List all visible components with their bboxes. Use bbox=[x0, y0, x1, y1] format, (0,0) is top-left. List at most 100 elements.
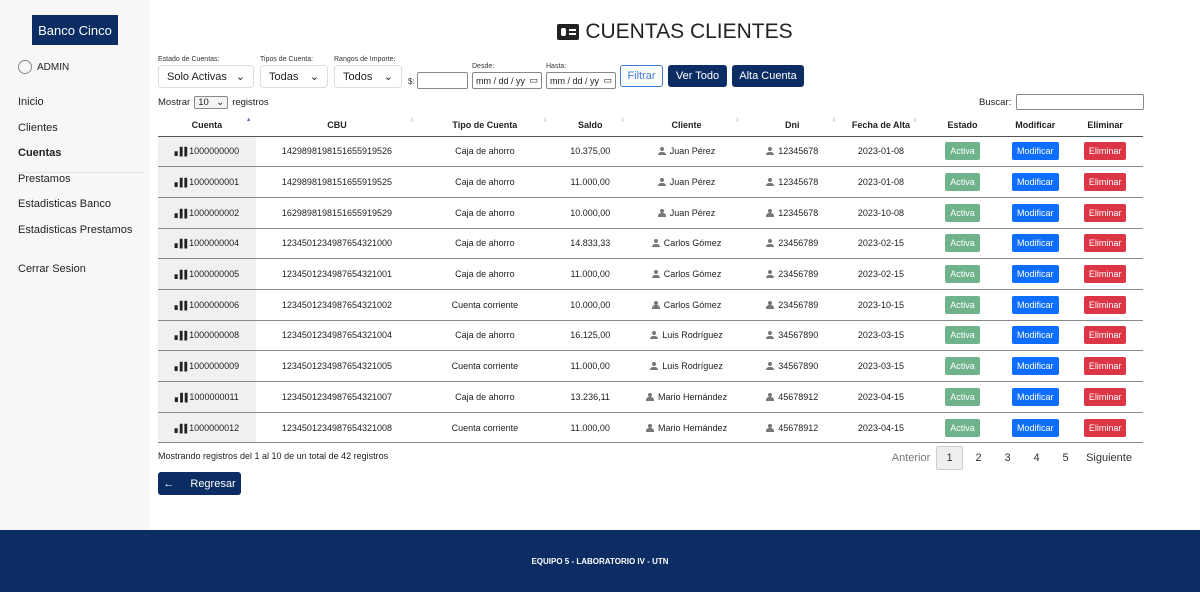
monto-prefix: $: bbox=[408, 77, 415, 86]
column-header-estado[interactable]: Estado bbox=[921, 114, 1004, 137]
cell-cliente: Mario Hernández bbox=[628, 381, 745, 413]
pagination-next[interactable]: Siguiente bbox=[1086, 452, 1132, 464]
sidebar-item-prestamos[interactable]: Prestamos bbox=[18, 172, 71, 185]
estado-badge[interactable]: Activa bbox=[945, 387, 980, 406]
estado-badge[interactable]: Activa bbox=[945, 295, 980, 314]
sort-icon[interactable]: ⬍ bbox=[831, 118, 837, 124]
search-input[interactable] bbox=[1016, 94, 1145, 110]
person-icon bbox=[657, 178, 666, 187]
eliminar-button[interactable]: Eliminar bbox=[1083, 326, 1127, 345]
sort-icon[interactable]: ⬍ bbox=[409, 118, 415, 124]
eliminar-button[interactable]: Eliminar bbox=[1083, 234, 1127, 253]
modificar-button[interactable]: Modificar bbox=[1012, 326, 1059, 345]
column-header-saldo[interactable]: Saldo ⬍ bbox=[551, 114, 629, 137]
column-header-eliminar[interactable]: Eliminar bbox=[1067, 114, 1143, 137]
column-header-dni[interactable]: Dni ⬍ bbox=[744, 114, 841, 137]
cell-modificar: Modificar bbox=[1003, 228, 1068, 260]
modificar-button[interactable]: Modificar bbox=[1012, 387, 1059, 406]
modificar-button[interactable]: Modificar bbox=[1012, 173, 1059, 192]
column-header-cuenta[interactable]: Cuenta ▲ bbox=[158, 114, 256, 137]
person-icon bbox=[651, 300, 660, 309]
table-info: Mostrando registros del 1 al 10 de un to… bbox=[158, 451, 389, 461]
column-label: Modificar bbox=[1015, 119, 1056, 130]
sort-icon[interactable]: ⬍ bbox=[912, 118, 918, 124]
sort-icon[interactable]: ▲ bbox=[245, 117, 252, 123]
modificar-button[interactable]: Modificar bbox=[1012, 234, 1059, 253]
sort-icon[interactable]: ⬍ bbox=[619, 118, 625, 124]
column-header-cbu[interactable]: CBU ⬍ bbox=[255, 114, 419, 137]
modificar-button[interactable]: Modificar bbox=[1012, 357, 1059, 376]
table-row: ▖▌▌1000000008 1234501234987654321004 Caja … bbox=[158, 320, 1143, 352]
length-select[interactable]: 10 ⌄ bbox=[194, 96, 229, 109]
sort-icon[interactable]: ⬍ bbox=[542, 118, 548, 124]
modificar-button[interactable]: Modificar bbox=[1012, 418, 1059, 437]
ver-todo-button[interactable]: Ver Todo bbox=[668, 65, 727, 87]
estado-badge[interactable]: Activa bbox=[945, 173, 980, 192]
tipo-select[interactable]: Todas ⌄ bbox=[260, 65, 328, 88]
modificar-button[interactable]: Modificar bbox=[1012, 265, 1059, 284]
cell-estado: Activa bbox=[921, 320, 1004, 352]
hasta-date-input[interactable]: mm / dd / yy ▭ bbox=[546, 72, 616, 89]
alta-cuenta-button[interactable]: Alta Cuenta bbox=[732, 65, 804, 87]
estado-badge[interactable]: Activa bbox=[945, 265, 980, 284]
pagination-page-3[interactable]: 3 bbox=[1004, 452, 1011, 464]
eliminar-button[interactable]: Eliminar bbox=[1083, 295, 1127, 314]
rango-select[interactable]: Todos ⌄ bbox=[334, 65, 402, 88]
chevron-down-icon: ⌄ bbox=[383, 71, 393, 83]
modificar-button[interactable]: Modificar bbox=[1012, 295, 1059, 314]
eliminar-button[interactable]: Eliminar bbox=[1083, 357, 1127, 376]
estado-badge[interactable]: Activa bbox=[945, 326, 980, 345]
sort-icon[interactable]: ⬍ bbox=[735, 118, 741, 124]
logout-link[interactable]: Cerrar Sesion bbox=[18, 263, 86, 275]
cell-tipo: Caja de ahorro bbox=[418, 136, 552, 168]
eliminar-button[interactable]: Eliminar bbox=[1083, 203, 1127, 222]
column-label: Cliente bbox=[671, 119, 702, 130]
monto-input[interactable] bbox=[417, 72, 468, 89]
sidebar-item-estadisticas-banco[interactable]: Estadisticas Banco bbox=[18, 198, 111, 210]
modificar-button[interactable]: Modificar bbox=[1012, 203, 1059, 222]
estado-select[interactable]: Solo Activas ⌄ bbox=[158, 65, 254, 88]
estado-badge[interactable]: Activa bbox=[945, 234, 980, 253]
column-header-tipo-de-cuenta[interactable]: Tipo de Cuenta ⬍ bbox=[418, 114, 552, 137]
desde-date-input[interactable]: mm / dd / yy ▭ bbox=[472, 72, 542, 89]
column-header-cliente[interactable]: Cliente ⬍ bbox=[628, 114, 745, 137]
calendar-icon[interactable]: ▭ bbox=[529, 75, 538, 85]
cell-fecha: 2023-10-15 bbox=[840, 289, 922, 321]
dni-value: 23456789 bbox=[778, 299, 819, 310]
chart-icon: ▖▌▌ bbox=[174, 392, 190, 402]
cell-fecha: 2023-03-15 bbox=[840, 320, 922, 352]
sidebar-item-inicio[interactable]: Inicio bbox=[18, 96, 44, 108]
cell-tipo: Caja de ahorro bbox=[418, 166, 552, 198]
column-label: Fecha de Alta bbox=[851, 119, 911, 130]
eliminar-button[interactable]: Eliminar bbox=[1083, 173, 1127, 192]
pagination-page-4[interactable]: 4 bbox=[1033, 452, 1040, 464]
cell-saldo: 13.236,11 bbox=[551, 381, 629, 413]
eliminar-button[interactable]: Eliminar bbox=[1083, 265, 1127, 284]
pagination-page-1[interactable]: 1 bbox=[936, 446, 963, 470]
sidebar-item-cuentas[interactable]: Cuentas bbox=[18, 147, 144, 173]
column-header-modificar[interactable]: Modificar bbox=[1003, 114, 1068, 137]
estado-badge[interactable]: Activa bbox=[945, 357, 980, 376]
sidebar-item-clientes[interactable]: Clientes bbox=[18, 121, 58, 134]
column-header-fecha-de-alta[interactable]: Fecha de Alta ⬍ bbox=[840, 114, 922, 137]
eliminar-button[interactable]: Eliminar bbox=[1083, 418, 1127, 437]
eliminar-button[interactable]: Eliminar bbox=[1083, 142, 1127, 161]
column-label: Tipo de Cuenta bbox=[452, 119, 518, 130]
pagination-page-2[interactable]: 2 bbox=[975, 452, 982, 464]
brand-logo[interactable]: Banco Cinco bbox=[32, 15, 118, 45]
estado-badge[interactable]: Activa bbox=[945, 142, 980, 161]
regresar-button[interactable]: ← Regresar bbox=[158, 472, 241, 495]
modificar-button[interactable]: Modificar bbox=[1012, 142, 1059, 161]
table-row: ▖▌▌1000000006 1234501234987654321002 Cuent… bbox=[158, 289, 1143, 321]
filtrar-button[interactable]: Filtrar bbox=[620, 65, 663, 87]
estado-badge[interactable]: Activa bbox=[945, 418, 980, 437]
length-value: 10 bbox=[198, 97, 209, 108]
pagination-page-5[interactable]: 5 bbox=[1062, 452, 1069, 464]
estado-badge[interactable]: Activa bbox=[945, 203, 980, 222]
calendar-icon[interactable]: ▭ bbox=[603, 75, 612, 85]
pagination-prev[interactable]: Anterior bbox=[891, 452, 931, 464]
eliminar-button[interactable]: Eliminar bbox=[1083, 387, 1127, 406]
chevron-down-icon: ⌄ bbox=[216, 97, 225, 108]
cell-fecha: 2023-01-08 bbox=[840, 136, 922, 168]
sidebar-item-estadisticas-prestamos[interactable]: Estadisticas Prestamos bbox=[18, 223, 133, 236]
